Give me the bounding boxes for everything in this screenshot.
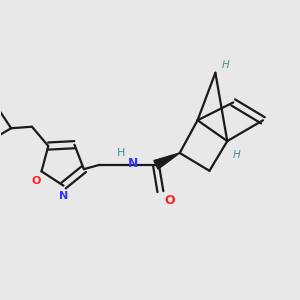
Text: N: N (128, 157, 138, 170)
Text: H: H (232, 150, 240, 160)
Text: O: O (32, 176, 41, 186)
Text: H: H (222, 60, 230, 70)
Text: N: N (59, 191, 69, 201)
Text: O: O (164, 194, 175, 207)
Text: H: H (117, 148, 125, 158)
Polygon shape (154, 153, 180, 169)
